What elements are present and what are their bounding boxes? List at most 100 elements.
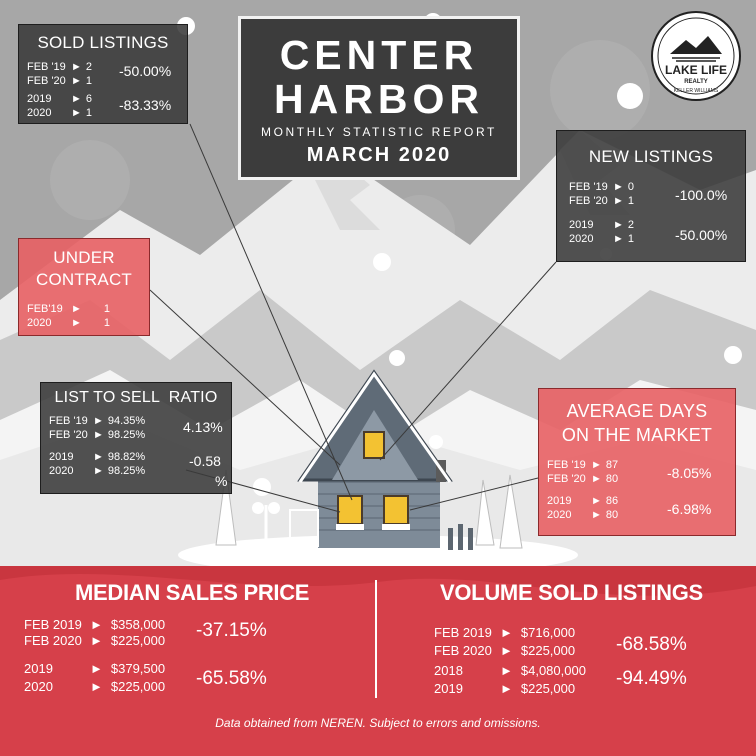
- arrow-icon: ►: [90, 661, 103, 676]
- arrow-icon: ►: [93, 415, 104, 427]
- avg-days-title1: AVERAGE DAYS: [566, 401, 708, 421]
- row-value: 2: [627, 219, 635, 231]
- row-label: 2019: [434, 681, 463, 696]
- row-label: 2019: [569, 219, 594, 231]
- median-title: MEDIAN SALES PRICE: [75, 580, 310, 605]
- volume-row-2: FEB 2020 ► $225,000: [434, 643, 575, 658]
- arrow-icon: ►: [591, 473, 602, 485]
- arrow-icon: ►: [93, 429, 104, 441]
- disclaimer: Data obtained from NEREN. Subject to err…: [215, 716, 541, 730]
- row-value: 80: [605, 509, 619, 521]
- arrow-icon: ►: [591, 509, 602, 521]
- arrow-icon: ►: [71, 61, 82, 73]
- sold-row-1: FEB '19 ► 2: [27, 61, 92, 74]
- nl-row-1: FEB '19 ► 0: [569, 181, 634, 194]
- uc-row-2: 2020 ► 1: [27, 317, 110, 330]
- row-label: 2020: [24, 679, 53, 694]
- row-label: FEB '20: [547, 473, 586, 485]
- row-value: $225,000: [110, 679, 166, 694]
- row-value: $225,000: [110, 633, 166, 648]
- volume-title: VOLUME SOLD LISTINGS: [440, 580, 703, 605]
- gate: [289, 509, 319, 547]
- lts-pct-2b: %: [215, 473, 228, 489]
- new-listings-panel: NEW LISTINGS FEB '19 ► 0 FEB '20 ► 1 -100.0%…: [556, 130, 746, 262]
- row-label: FEB '19: [569, 181, 608, 193]
- report-subtitle: MONTHLY STATISTIC REPORT: [261, 125, 497, 139]
- row-label: FEB '19: [27, 61, 66, 73]
- row-label: FEB '20: [27, 75, 66, 87]
- arrow-icon: ►: [71, 107, 82, 119]
- arrow-icon: ►: [591, 495, 602, 507]
- list-to-sell-title: LIST TO SELL RATIO: [54, 389, 218, 406]
- median-row-2: FEB 2020 ► $225,000: [24, 633, 165, 648]
- row-value: 98.25%: [107, 465, 146, 477]
- volume-pct-1: -68.58%: [616, 634, 687, 655]
- lts-row-1: FEB '19 ► 94.35%: [49, 415, 145, 428]
- footer-wave: [0, 566, 756, 698]
- lts-row-4: 2020 ► 98.25%: [49, 465, 145, 478]
- row-label: 2020: [27, 317, 52, 329]
- row-value: 1: [85, 107, 93, 119]
- row-value: $225,000: [520, 681, 576, 696]
- row-value: 6: [85, 93, 93, 105]
- row-label: 2020: [547, 509, 572, 521]
- row-label: FEB 2019: [24, 617, 82, 632]
- row-label: 2020: [49, 465, 74, 477]
- row-label: FEB '19: [49, 415, 88, 427]
- arrow-icon: ►: [90, 617, 103, 632]
- row-label: FEB '20: [49, 429, 88, 441]
- arrow-icon: ►: [71, 317, 82, 329]
- list-to-sell-panel: LIST TO SELL RATIO FEB '19 ► 94.35% FEB '2…: [40, 382, 232, 494]
- row-label: 2019: [27, 93, 52, 105]
- arrow-icon: ►: [500, 663, 513, 678]
- nl-pct-2: -50.00%: [675, 227, 728, 243]
- row-value: $716,000: [520, 625, 576, 640]
- row-label: FEB 2020: [24, 633, 82, 648]
- row-value: $358,000: [110, 617, 166, 632]
- arrow-icon: ►: [613, 181, 624, 193]
- logo-line2: REALTY: [684, 79, 708, 85]
- row-value: 87: [605, 459, 619, 471]
- arrow-icon: ►: [90, 679, 103, 694]
- row-value: $4,080,000: [520, 663, 586, 678]
- volume-row-3: 2018 ► $4,080,000: [434, 663, 586, 678]
- median-row-3: 2019 ► $379,500: [24, 661, 165, 676]
- ad-row-1: FEB '19 ► 87: [547, 459, 618, 472]
- row-value: 1: [103, 303, 111, 315]
- avg-days-title2: ON THE MARKET: [561, 425, 713, 445]
- row-value: 80: [605, 473, 619, 485]
- sold-row-3: 2019 ► 6: [27, 93, 92, 106]
- arrow-icon: ►: [613, 195, 624, 207]
- volume-pct-2: -94.49%: [616, 668, 687, 689]
- ad-row-3: 2019 ► 86: [547, 495, 618, 508]
- arrow-icon: ►: [71, 93, 82, 105]
- row-label: 2020: [27, 107, 52, 119]
- row-label: FEB '19: [547, 459, 586, 471]
- row-value: 98.25%: [107, 429, 146, 441]
- median-pct-2: -65.58%: [196, 668, 267, 689]
- under-contract-title1: UNDER: [53, 248, 115, 267]
- house: [297, 369, 453, 548]
- lake-life-logo: LAKE LIFE REALTY KELLER WILLIAMS: [651, 11, 741, 101]
- sold-listings-panel: SOLD LISTINGS FEB '19 ► 2 FEB '20 ► 1 -50.00…: [18, 24, 188, 124]
- median-pct-1: -37.15%: [196, 620, 267, 641]
- row-value: 1: [85, 75, 93, 87]
- arrow-icon: ►: [613, 219, 624, 231]
- title-box: CENTER HARBOR MONTHLY STATISTIC REPORT M…: [238, 16, 520, 180]
- sold-row-2: FEB '20 ► 1: [27, 75, 92, 88]
- row-value: 86: [605, 495, 619, 507]
- volume-row-4: 2019 ► $225,000: [434, 681, 575, 696]
- footer-band: [0, 566, 756, 756]
- row-value: 94.35%: [107, 415, 146, 427]
- row-label: 2020: [569, 233, 594, 245]
- arrow-icon: ►: [500, 681, 513, 696]
- arrow-icon: ►: [613, 233, 624, 245]
- new-listings-title: NEW LISTINGS: [588, 147, 714, 166]
- arrow-icon: ►: [500, 643, 513, 658]
- logo-line3: KELLER WILLIAMS: [674, 88, 719, 94]
- row-value: 2: [85, 61, 93, 73]
- logo-line1: LAKE LIFE: [665, 63, 727, 77]
- volume-row-1: FEB 2019 ► $716,000: [434, 625, 575, 640]
- arrow-icon: ►: [93, 465, 104, 477]
- row-label: 2018: [434, 663, 463, 678]
